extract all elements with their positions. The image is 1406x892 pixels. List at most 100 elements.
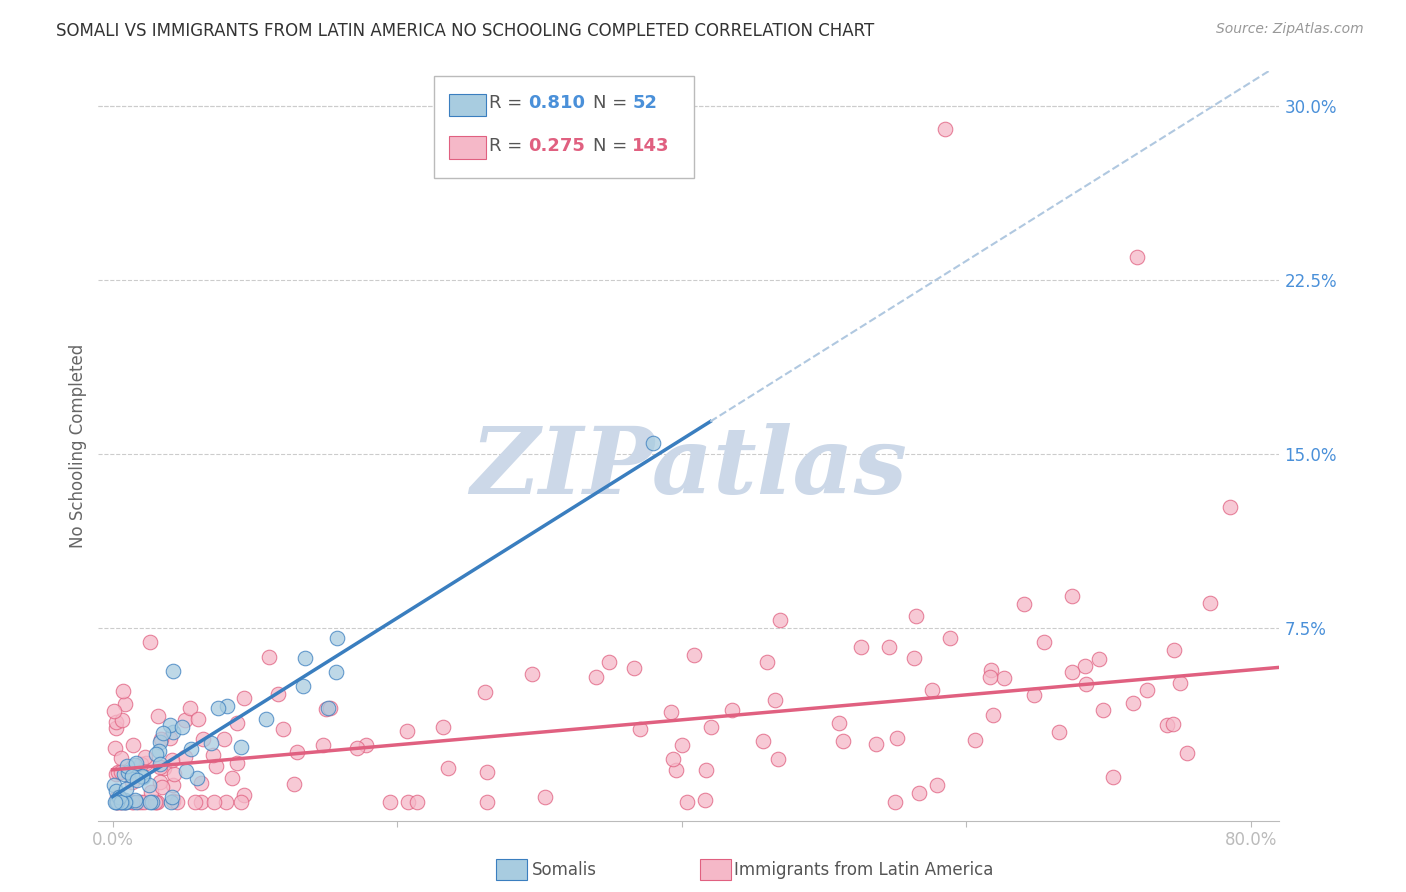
Point (752, 734, 775, 748)
Point (474, 684, 496, 698)
Point (125, 795, 148, 809)
Point (325, 665, 347, 680)
Point (1024, 688, 1046, 702)
Point (186, 771, 208, 785)
Point (981, 708, 1004, 723)
Point (105, 795, 128, 809)
Point (1074, 659, 1097, 673)
Point (1175, 746, 1198, 760)
Point (104, 784, 127, 798)
Point (432, 720, 454, 734)
Point (628, 722, 651, 736)
Point (215, 795, 238, 809)
Point (283, 777, 305, 791)
Point (980, 663, 1002, 677)
Point (148, 708, 170, 723)
Point (1168, 676, 1191, 690)
Point (160, 795, 183, 809)
Point (111, 795, 134, 809)
Point (163, 767, 186, 781)
Point (121, 795, 143, 809)
Point (125, 773, 148, 788)
Point (108, 795, 131, 809)
Point (676, 795, 699, 809)
Text: R =: R = (489, 137, 527, 155)
Point (124, 793, 146, 807)
Point (104, 766, 127, 780)
Point (105, 721, 128, 735)
Point (221, 771, 243, 785)
Point (143, 795, 166, 809)
Point (1122, 696, 1144, 710)
Point (215, 699, 238, 714)
Point (110, 795, 132, 809)
Point (104, 741, 127, 756)
Point (179, 701, 201, 715)
Point (671, 738, 693, 752)
Text: 143: 143 (633, 137, 669, 155)
Text: N =: N = (593, 137, 633, 155)
Point (1047, 725, 1070, 739)
Text: Somalis: Somalis (531, 861, 596, 879)
Point (193, 732, 215, 747)
Point (108, 790, 131, 805)
Point (877, 640, 900, 654)
Point (1156, 717, 1178, 731)
Point (380, 795, 402, 809)
Point (114, 782, 136, 797)
Point (110, 764, 132, 779)
Point (903, 651, 925, 665)
Text: Source: ZipAtlas.com: Source: ZipAtlas.com (1216, 22, 1364, 37)
Point (134, 749, 156, 764)
Point (173, 750, 195, 764)
Point (226, 716, 249, 731)
Point (292, 679, 315, 693)
Point (139, 795, 162, 809)
Point (643, 435, 665, 450)
Text: 0.810: 0.810 (529, 95, 585, 112)
Point (396, 795, 419, 809)
Point (159, 718, 181, 732)
Point (769, 613, 792, 627)
Point (231, 739, 253, 754)
Point (105, 795, 128, 809)
Point (319, 700, 342, 714)
Point (117, 764, 139, 779)
Point (176, 764, 198, 779)
Point (172, 720, 194, 734)
Point (202, 747, 225, 762)
Point (145, 795, 167, 809)
Point (162, 724, 184, 739)
Point (1092, 703, 1115, 717)
Point (190, 795, 212, 809)
Point (257, 649, 280, 664)
Point (150, 731, 173, 746)
Point (129, 757, 152, 772)
Point (849, 640, 872, 654)
Y-axis label: No Schooling Completed: No Schooling Completed (69, 344, 87, 548)
Point (200, 736, 222, 750)
Point (187, 712, 209, 726)
Point (105, 795, 128, 809)
Text: ZIPatlas: ZIPatlas (471, 424, 907, 514)
Point (184, 795, 207, 809)
Point (315, 702, 337, 716)
Text: R =: R = (489, 95, 527, 112)
Point (104, 795, 127, 809)
Point (925, 778, 948, 792)
Point (979, 670, 1001, 684)
Point (141, 785, 163, 799)
Point (159, 731, 181, 746)
Point (111, 713, 134, 727)
Point (125, 756, 148, 770)
Point (173, 714, 195, 728)
Point (1161, 717, 1184, 731)
Point (131, 771, 153, 785)
Point (665, 763, 688, 777)
Point (921, 683, 943, 698)
Point (934, 122, 956, 136)
Point (662, 752, 685, 766)
Point (226, 756, 249, 770)
Point (132, 795, 155, 809)
Point (121, 795, 143, 809)
